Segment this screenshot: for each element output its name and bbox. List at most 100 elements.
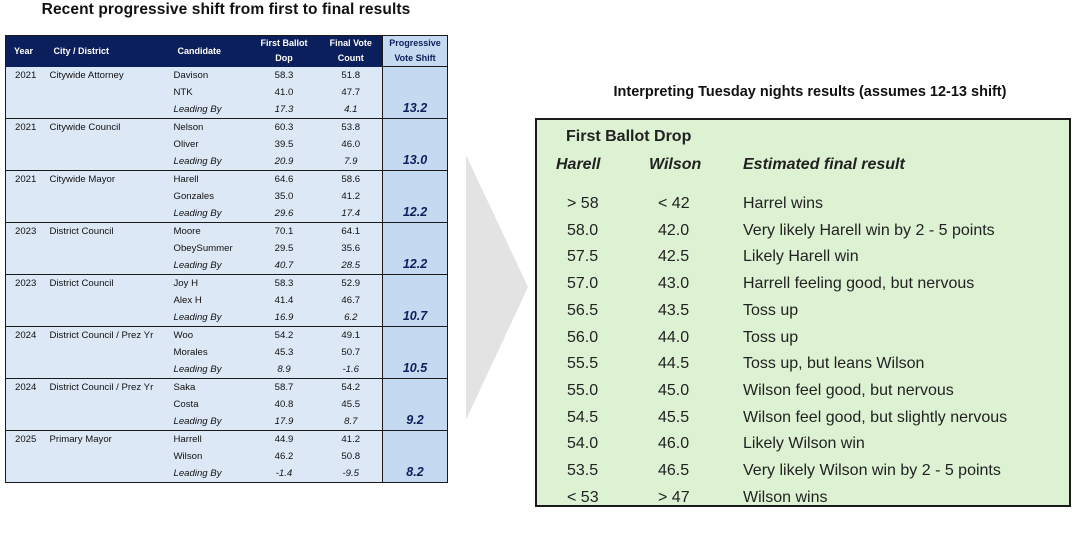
cell-year: 2021 (5, 170, 46, 188)
table-row: Morales 45.3 50.7 (5, 343, 448, 361)
cell-final-vote: 4.1 (319, 100, 383, 119)
cell-vote-shift: 10.5 (382, 326, 448, 379)
scenario-harrell-value: 53.5 (567, 462, 599, 479)
scenario-harrell-value: 54.5 (567, 408, 599, 426)
cell-city-district (45, 447, 170, 465)
cell-first-ballot: 58.3 (248, 274, 320, 292)
scenario-row: 58.0 42.0 Very likely Harell win by 2 - 5 … (537, 222, 1069, 248)
results-table: Year City / District Candidate First Bal… (5, 35, 448, 483)
cell-first-ballot: 58.3 (248, 66, 320, 84)
header-shift: Progressive Vote Shift (382, 35, 448, 67)
cell-year (5, 291, 46, 309)
cell-candidate: Davison (169, 66, 249, 84)
cell-city-district (45, 187, 170, 205)
cell-year: 2025 (5, 430, 46, 448)
scenario-harrell-value: 57.5 (567, 248, 599, 266)
cell-year (5, 135, 46, 153)
cell-vote-shift: 10.7 (382, 274, 448, 327)
cell-final-vote: 47.7 (319, 83, 383, 101)
scenario-row: 54.5 45.5 Wilson feel good, but slightly n… (537, 409, 1069, 435)
cell-candidate: Costa (169, 395, 249, 413)
col-header-result: Estimated final result (743, 156, 905, 173)
cell-final-vote: -1.6 (319, 360, 383, 379)
cell-year (5, 239, 46, 257)
header-city: City / District (45, 35, 170, 67)
cell-city-district (45, 239, 170, 257)
cell-year: 2024 (5, 378, 46, 396)
scenario-harrell-value: 55.0 (567, 381, 599, 399)
scenario-wilson-value: 42.5 (658, 248, 690, 266)
cell-vote-shift: 8.2 (382, 430, 448, 483)
scenario-wilson-value: 44.0 (658, 328, 690, 346)
cell-year (5, 360, 46, 379)
cell-candidate: Oliver (169, 135, 249, 153)
header-first-ballot: First Ballot Dop (248, 35, 320, 67)
scenario-result-text: Harrell feeling good, but nervous (743, 275, 975, 293)
table-row: 2025 Primary Mayor Harrell 44.9 41.2 8.2 (5, 430, 448, 483)
scenario-result-text: Very likely Harell win by 2 - 5 points (743, 221, 995, 239)
cell-vote-shift: 12.2 (382, 170, 448, 223)
scenario-wilson-value: < 42 (658, 195, 690, 212)
header-year: Year (5, 35, 46, 67)
cell-year (5, 152, 46, 171)
cell-final-vote: 41.2 (319, 187, 383, 205)
cell-first-ballot: 17.3 (248, 100, 320, 119)
cell-city-district (45, 464, 170, 483)
cell-final-vote: 17.4 (319, 204, 383, 223)
cell-candidate: Leading By (169, 152, 249, 171)
cell-city-district: Citywide Attorney (45, 66, 170, 84)
table-row: 2024 District Council / Prez Yr Woo 54.2 49.… (5, 326, 448, 379)
cell-candidate: Saka (169, 378, 249, 396)
scenario-harrell-value: 56.5 (567, 301, 599, 319)
table-row: 2021 Citywide Council Nelson 60.3 53.8 13.0 (5, 118, 448, 171)
cell-year (5, 83, 46, 101)
table-row: 2024 District Council / Prez Yr Saka 58.7 54… (5, 378, 448, 431)
cell-final-vote: 53.8 (319, 118, 383, 136)
scenario-row: 56.0 44.0 Toss up (537, 329, 1069, 355)
header-shift-line1: Progressive (389, 38, 441, 48)
table-row-leading-by: Leading By 16.9 6.2 (5, 308, 448, 327)
cell-final-vote: 50.8 (319, 447, 383, 465)
scenario-wilson-value: 44.5 (658, 355, 690, 373)
cell-city-district (45, 152, 170, 171)
scenario-result-text: Toss up, but leans Wilson (743, 355, 925, 373)
scenario-wilson-value: > 47 (658, 488, 690, 506)
cell-year (5, 100, 46, 119)
cell-candidate: Gonzales (169, 187, 249, 205)
cell-first-ballot: 46.2 (248, 447, 320, 465)
cell-candidate: Leading By (169, 412, 249, 431)
cell-candidate: Morales (169, 343, 249, 361)
cell-first-ballot: 58.7 (248, 378, 320, 396)
cell-city-district: District Council (45, 222, 170, 240)
cell-year (5, 395, 46, 413)
cell-year (5, 204, 46, 223)
cell-first-ballot: -1.4 (248, 464, 320, 483)
scenario-result-text: Wilson feel good, but slightly nervous (743, 408, 1008, 426)
cell-first-ballot: 16.9 (248, 308, 320, 327)
cell-city-district (45, 256, 170, 275)
scenario-row: 55.5 44.5 Toss up, but leans Wilson (537, 355, 1069, 381)
table-row: 2023 District Council Joy H 58.3 52.9 10.7 (5, 274, 448, 327)
scenario-wilson-value: 45.0 (658, 381, 690, 399)
table-row: 2021 Citywide Attorney Davison 58.3 51.8 13.2 (5, 66, 448, 119)
scenario-result-text: Wilson wins (743, 488, 828, 506)
table-row: NTK 41.0 47.7 (5, 83, 448, 101)
cell-year (5, 343, 46, 361)
cell-candidate: Woo (169, 326, 249, 344)
cell-first-ballot: 29.6 (248, 204, 320, 223)
cell-first-ballot: 35.0 (248, 187, 320, 205)
table-row: Costa 40.8 45.5 (5, 395, 448, 413)
cell-year: 2021 (5, 118, 46, 136)
cell-candidate: ObeySummer (169, 239, 249, 257)
cell-final-vote: 54.2 (319, 378, 383, 396)
cell-first-ballot: 41.4 (248, 291, 320, 309)
cell-city-district (45, 343, 170, 361)
cell-year (5, 412, 46, 431)
scenario-harrell-value: 57.0 (567, 275, 599, 293)
cell-vote-shift: 9.2 (382, 378, 448, 431)
cell-city-district (45, 291, 170, 309)
scenario-row: < 53 > 47 Wilson wins (537, 489, 1069, 515)
cell-final-vote: 46.7 (319, 291, 383, 309)
cell-city-district (45, 412, 170, 431)
scenario-wilson-value: 42.0 (658, 221, 690, 239)
